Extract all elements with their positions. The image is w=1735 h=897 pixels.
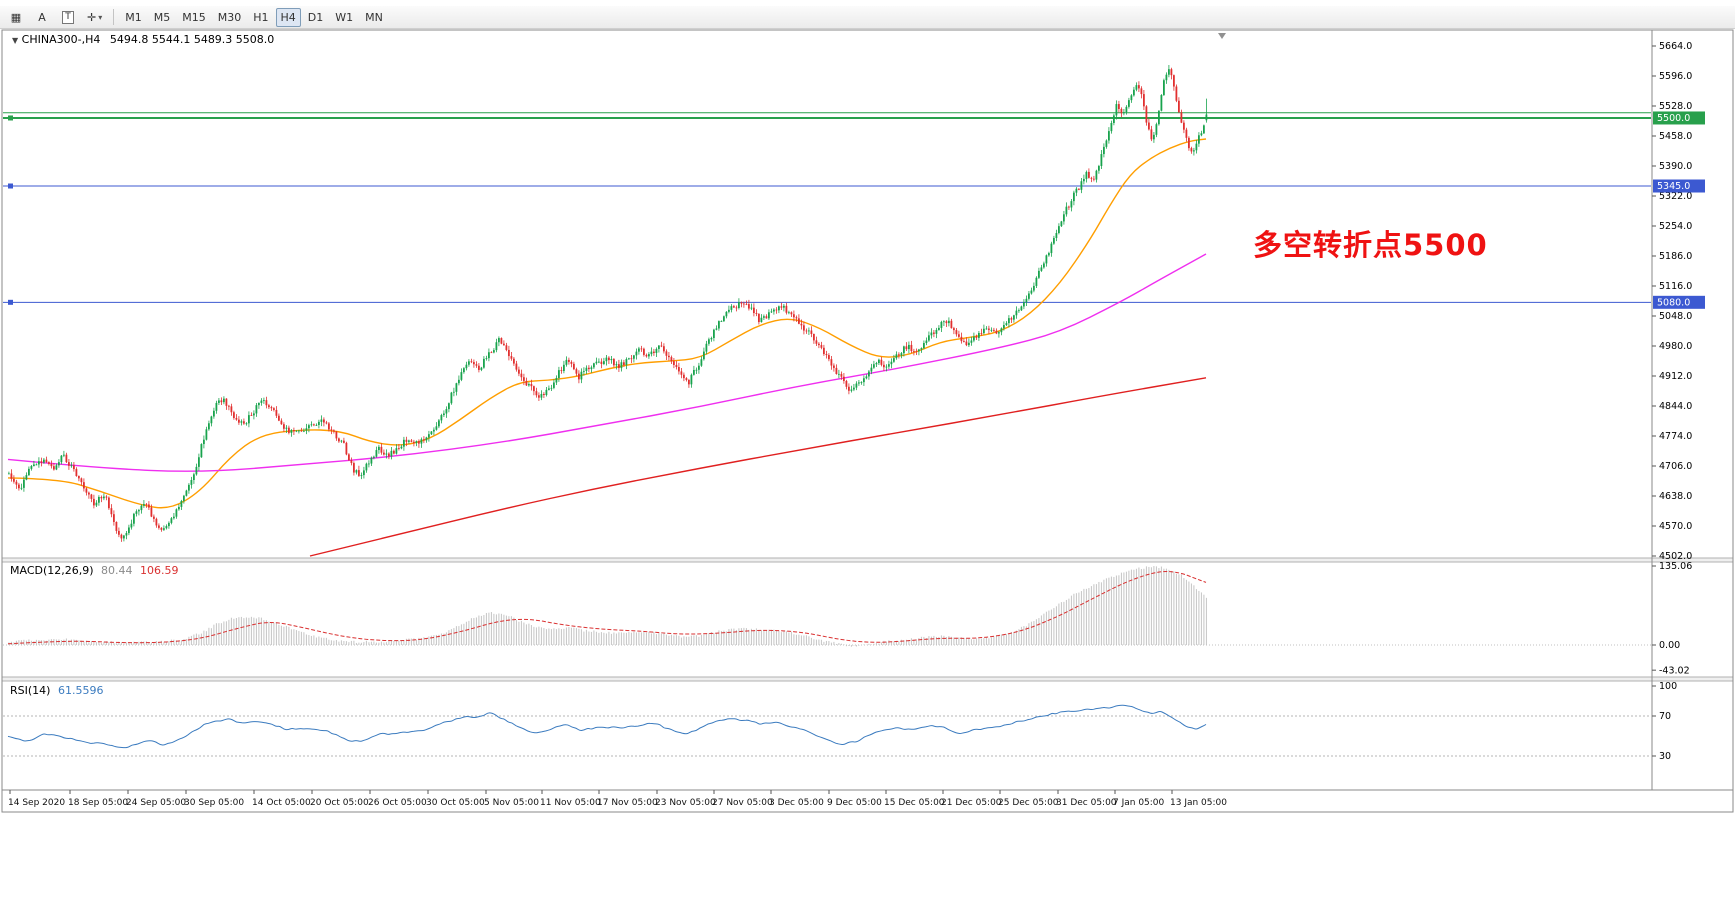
svg-text:30 Oct 05:00: 30 Oct 05:00 xyxy=(426,798,485,808)
timeframe-m5[interactable]: M5 xyxy=(153,10,171,24)
svg-text:4844.0: 4844.0 xyxy=(1659,401,1692,412)
svg-text:5664.0: 5664.0 xyxy=(1659,41,1692,52)
timeframe-m30[interactable]: M30 xyxy=(217,10,242,24)
cursor-tool-icon[interactable]: ✛ ▾ xyxy=(87,10,103,24)
svg-text:30 Sep 05:00: 30 Sep 05:00 xyxy=(184,798,244,808)
svg-text:27 Nov 05:00: 27 Nov 05:00 xyxy=(712,798,773,808)
svg-text:11 Nov 05:00: 11 Nov 05:00 xyxy=(540,798,601,808)
svg-text:4912.0: 4912.0 xyxy=(1659,371,1692,382)
svg-text:26 Oct 05:00: 26 Oct 05:00 xyxy=(368,798,427,808)
chart-annotation-text[interactable]: 多空转折点5500 xyxy=(1253,228,1488,262)
svg-text:4502.0: 4502.0 xyxy=(1659,551,1692,562)
svg-text:4706.0: 4706.0 xyxy=(1659,461,1692,472)
text-label-tool-icon[interactable]: A xyxy=(38,10,46,24)
timeframe-w1[interactable]: W1 xyxy=(335,10,354,24)
horizontal-lines[interactable] xyxy=(3,112,1651,305)
svg-text:135.06: 135.06 xyxy=(1659,561,1692,572)
timeframe-m1[interactable]: M1 xyxy=(125,10,142,24)
macd-name: MACD(12,26,9) xyxy=(10,564,94,577)
svg-text:23 Nov 05:00: 23 Nov 05:00 xyxy=(655,798,716,808)
macd-signal-line xyxy=(7,570,1207,645)
drawing-tools-group: ▦ A T ✛ ▾ xyxy=(3,8,108,27)
candles-layer xyxy=(8,65,1208,542)
svg-text:4980.0: 4980.0 xyxy=(1659,341,1692,352)
rsi-value: 61.5596 xyxy=(57,684,104,697)
svg-text:18 Sep 05:00: 18 Sep 05:00 xyxy=(68,798,128,808)
chart-title-ohlc: 5494.8 5544.1 5489.3 5508.0 xyxy=(109,33,275,46)
price-axis[interactable]: 5664.0 5596.0 5528.0 5458.0 5390.0 5322.0 5254… xyxy=(1652,41,1705,562)
svg-text:5528.0: 5528.0 xyxy=(1659,101,1692,112)
svg-text:5186.0: 5186.0 xyxy=(1659,251,1692,262)
svg-text:3 Dec 05:00: 3 Dec 05:00 xyxy=(769,798,824,808)
svg-text:0.00: 0.00 xyxy=(1659,640,1680,651)
svg-text:24 Sep 05:00: 24 Sep 05:00 xyxy=(126,798,186,808)
macd-histogram xyxy=(8,566,1207,647)
svg-text:4638.0: 4638.0 xyxy=(1659,491,1692,502)
svg-text:31 Dec 05:00: 31 Dec 05:00 xyxy=(1056,798,1117,808)
rsi-line xyxy=(7,704,1207,749)
svg-text:5390.0: 5390.0 xyxy=(1659,161,1692,172)
rsi-name: RSI(14) xyxy=(10,684,51,697)
svg-text:-43.02: -43.02 xyxy=(1659,665,1690,676)
timeframe-m15[interactable]: M15 xyxy=(182,10,206,24)
macd-value-signal: 106.59 xyxy=(140,564,179,577)
svg-text:17 Nov 05:00: 17 Nov 05:00 xyxy=(597,798,658,808)
windows-grid-icon[interactable]: ▦ xyxy=(10,10,22,24)
svg-text:5254.0: 5254.0 xyxy=(1659,221,1692,232)
svg-text:14 Oct 05:00: 14 Oct 05:00 xyxy=(252,798,311,808)
macd-value-main: 80.44 xyxy=(101,564,133,577)
svg-text:25 Dec 05:00: 25 Dec 05:00 xyxy=(998,798,1059,808)
top-strip xyxy=(0,0,1735,6)
timeframe-h1[interactable]: H1 xyxy=(253,10,269,24)
macd-label: MACD(12,26,9) 80.44 106.59 xyxy=(10,564,179,577)
svg-text:9 Dec 05:00: 9 Dec 05:00 xyxy=(827,798,882,808)
text-frame-tool-icon[interactable]: T xyxy=(56,8,80,27)
svg-text:21 Dec 05:00: 21 Dec 05:00 xyxy=(941,798,1002,808)
svg-text:5 Nov 05:00: 5 Nov 05:00 xyxy=(484,798,539,808)
svg-text:5458.0: 5458.0 xyxy=(1659,131,1692,142)
ma-mid-line xyxy=(7,253,1207,472)
svg-text:4570.0: 4570.0 xyxy=(1659,521,1692,532)
svg-text:100: 100 xyxy=(1659,681,1677,692)
svg-text:5116.0: 5116.0 xyxy=(1659,281,1692,292)
chart-title-symbol: CHINA300-,H4 xyxy=(21,33,101,46)
toolbar: ▦ A T ✛ ▾ M1 M5 M15 M30 H1 H4 D1 W1 MN xyxy=(0,6,1735,29)
svg-text:5500.0: 5500.0 xyxy=(1657,113,1690,124)
timeframe-mn[interactable]: MN xyxy=(365,10,383,24)
svg-text:5322.0: 5322.0 xyxy=(1659,191,1692,202)
symbol-marker-icon: ▼ xyxy=(12,36,19,45)
timeframe-h4[interactable]: H4 xyxy=(275,7,301,27)
indicator-axis: 135.06 0.00 -43.02 100 70 30 xyxy=(1652,561,1692,762)
svg-text:70: 70 xyxy=(1659,711,1671,722)
svg-text:7 Jan 05:00: 7 Jan 05:00 xyxy=(1113,798,1165,808)
svg-text:5596.0: 5596.0 xyxy=(1659,71,1692,82)
svg-text:4774.0: 4774.0 xyxy=(1659,431,1692,442)
ma-fast-line xyxy=(7,138,1207,509)
svg-text:20 Oct 05:00: 20 Oct 05:00 xyxy=(310,798,369,808)
chart-title: ▼ CHINA300-,H4 5494.8 5544.1 5489.3 5508… xyxy=(12,33,274,46)
svg-text:13 Jan 05:00: 13 Jan 05:00 xyxy=(1170,798,1227,808)
svg-text:15 Dec 05:00: 15 Dec 05:00 xyxy=(884,798,945,808)
svg-text:5048.0: 5048.0 xyxy=(1659,311,1692,322)
svg-text:30: 30 xyxy=(1659,751,1671,762)
timeframe-d1[interactable]: D1 xyxy=(307,10,324,24)
svg-text:5345.0: 5345.0 xyxy=(1657,181,1690,192)
toolbar-separator xyxy=(113,9,115,25)
ma-slow-line xyxy=(309,377,1207,557)
svg-text:14 Sep 2020: 14 Sep 2020 xyxy=(8,798,65,808)
rsi-label: RSI(14) 61.5596 xyxy=(10,684,103,697)
svg-text:5080.0: 5080.0 xyxy=(1657,298,1690,309)
timeframe-group: M1 M5 M15 M30 H1 H4 D1 W1 MN xyxy=(119,7,389,27)
chart-shift-marker-icon[interactable] xyxy=(1218,33,1226,39)
